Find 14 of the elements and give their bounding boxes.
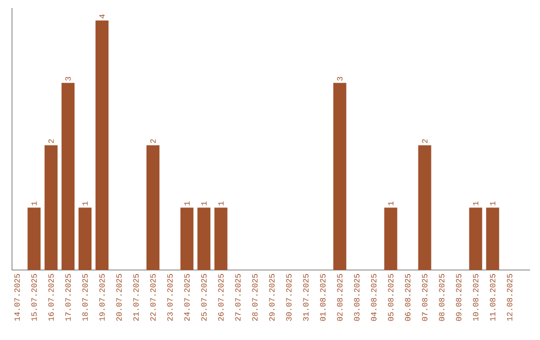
bar [62, 82, 75, 270]
bar [96, 20, 109, 270]
bar [180, 208, 194, 270]
bar [418, 145, 432, 270]
bar [146, 145, 160, 270]
bar [214, 208, 228, 270]
bar [44, 145, 58, 270]
bar [28, 208, 41, 270]
bar [78, 208, 92, 270]
bar [333, 82, 346, 270]
bar [197, 208, 210, 270]
bar [486, 208, 500, 270]
bar [469, 208, 482, 270]
bar [384, 208, 398, 270]
